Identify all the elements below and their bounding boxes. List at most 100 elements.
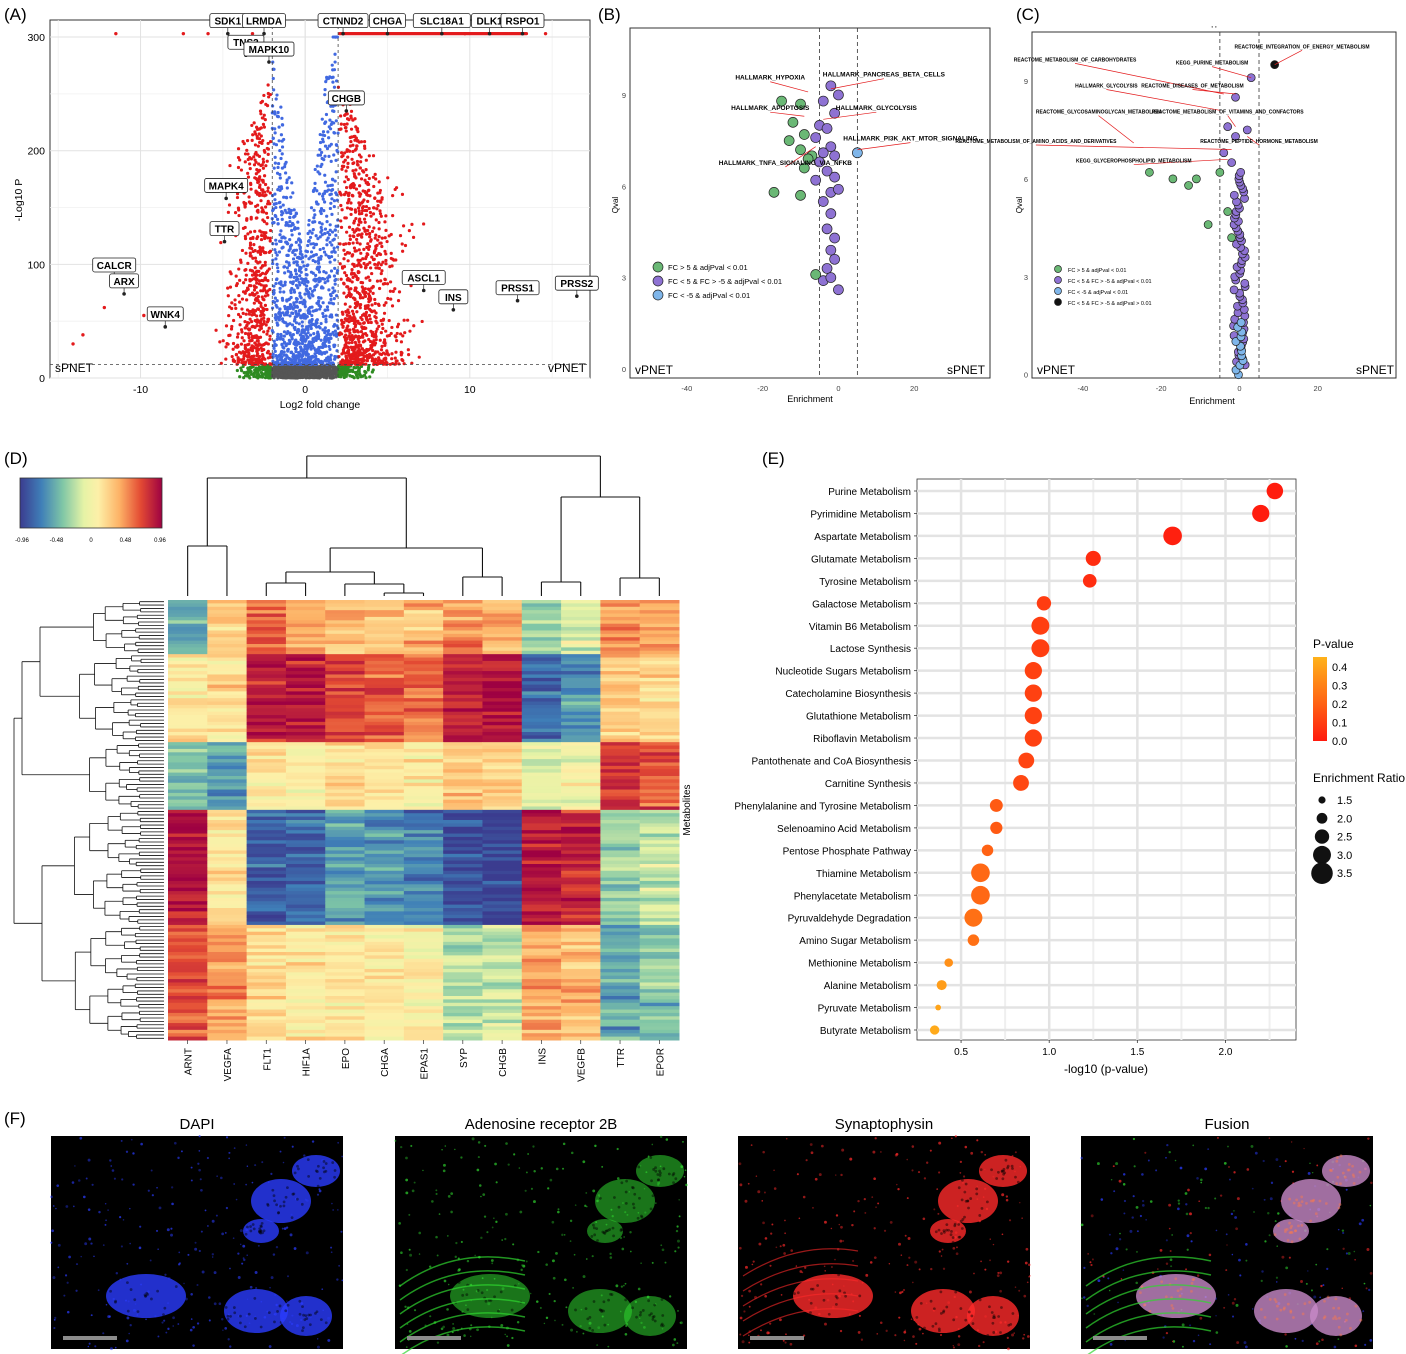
- volcano-point: [391, 194, 395, 198]
- volcano-point: [329, 201, 333, 205]
- volcano-point: [281, 319, 285, 323]
- volcano-point: [262, 174, 267, 178]
- volcano-point: [351, 227, 355, 232]
- volcano-point: [246, 287, 250, 292]
- volcano-point: [318, 132, 322, 137]
- volcano-point: [300, 339, 305, 343]
- volcano-point: [221, 339, 225, 343]
- heatmap-cell: [246, 613, 287, 618]
- heatmap-cell: [600, 843, 641, 848]
- heatmap-cell: [443, 654, 483, 659]
- volcano-point: [298, 274, 302, 278]
- volcano-point: [371, 330, 375, 334]
- volcano-point: [401, 249, 405, 253]
- volcano-point: [333, 258, 337, 262]
- volcano-point: [366, 199, 370, 203]
- heatmap-cell: [521, 755, 562, 760]
- heatmap-cell: [285, 671, 326, 675]
- heatmap-cell: [364, 725, 405, 730]
- heatmap-cell: [364, 664, 405, 669]
- heatmap-cell: [600, 667, 641, 672]
- volcano-point: [358, 184, 362, 188]
- volcano-point: [323, 180, 328, 184]
- volcano-point: [342, 248, 346, 252]
- volcano-point: [332, 365, 336, 369]
- heatmap-cell: [443, 671, 483, 675]
- enrichment-point: [817, 95, 829, 107]
- volcano-point: [268, 337, 272, 342]
- volcano-point: [304, 373, 308, 378]
- volcano-point: [314, 253, 318, 257]
- heatmap-cell: [639, 732, 680, 736]
- volcano-point: [390, 352, 394, 356]
- volcano-point: [400, 358, 404, 362]
- heatmap-cell: [364, 715, 405, 719]
- heatmap-cell: [246, 765, 287, 770]
- volcano-point: [336, 131, 340, 135]
- volcano-point: [338, 127, 342, 131]
- volcano-point: [313, 285, 317, 289]
- volcano-point: [297, 255, 301, 259]
- heatmap-cell: [482, 745, 523, 750]
- heatmap-cell: [403, 789, 444, 794]
- volcano-point: [344, 175, 348, 179]
- enrichment-point: [1168, 174, 1178, 184]
- heatmap-cell: [600, 847, 641, 851]
- volcano-point: [378, 241, 382, 245]
- volcano-point: [351, 118, 355, 122]
- volcano-point: [296, 226, 300, 230]
- volcano-point: [301, 336, 305, 340]
- volcano-point: [317, 270, 322, 274]
- gene-label-point: [226, 31, 230, 36]
- heatmap-cell: [168, 769, 208, 774]
- volcano-point: [463, 31, 467, 36]
- volcano-point: [282, 290, 286, 294]
- pathway-annotation: HALLMARK_GLYCOLYSIS: [836, 105, 918, 112]
- heatmap-cell: [325, 637, 366, 642]
- volcano-point: [238, 278, 242, 282]
- heatmap-cell: [443, 728, 483, 733]
- heatmap-cell: [168, 606, 208, 611]
- volcano-point: [294, 272, 298, 276]
- heatmap-cell: [443, 813, 483, 818]
- heatmap-cell: [521, 664, 562, 669]
- heatmap-cell: [403, 701, 444, 706]
- volcano-point: [324, 344, 328, 348]
- volcano-point: [348, 207, 353, 211]
- volcano-point: [325, 305, 330, 309]
- heatmap-cell: [639, 765, 680, 770]
- heatmap-cell: [482, 603, 523, 608]
- volcano-point: [250, 291, 255, 295]
- volcano-point: [244, 268, 248, 272]
- volcano-point: [276, 110, 280, 115]
- volcano-point: [349, 114, 353, 118]
- heatmap-cell: [482, 823, 523, 828]
- volcano-point: [356, 258, 360, 262]
- heatmap-cell: [639, 718, 680, 723]
- volcano-point: [224, 324, 229, 328]
- heatmap-cell: [325, 620, 366, 625]
- volcano-point: [383, 281, 387, 286]
- volcano-point: [246, 261, 250, 265]
- heatmap-cell: [600, 623, 641, 628]
- heatmap-cell: [561, 627, 601, 631]
- volcano-point: [355, 300, 360, 304]
- volcano-point: [279, 351, 284, 355]
- volcano-point: [370, 340, 374, 345]
- volcano-point: [267, 250, 271, 254]
- heatmap-cell: [207, 738, 248, 743]
- volcano-point: [352, 315, 356, 319]
- volcano-point: [324, 253, 328, 257]
- heatmap-cell: [246, 769, 287, 774]
- heatmap-cell: [482, 606, 523, 611]
- volcano-point: [376, 238, 380, 242]
- heatmap-cell: [600, 721, 641, 726]
- volcano-point: [321, 246, 325, 251]
- enrichment-point: [825, 244, 837, 256]
- volcano-point: [253, 249, 257, 253]
- y-tick-label: 6: [622, 182, 626, 191]
- volcano-point: [294, 350, 298, 354]
- volcano-point: [342, 281, 346, 285]
- volcano-point: [258, 185, 262, 190]
